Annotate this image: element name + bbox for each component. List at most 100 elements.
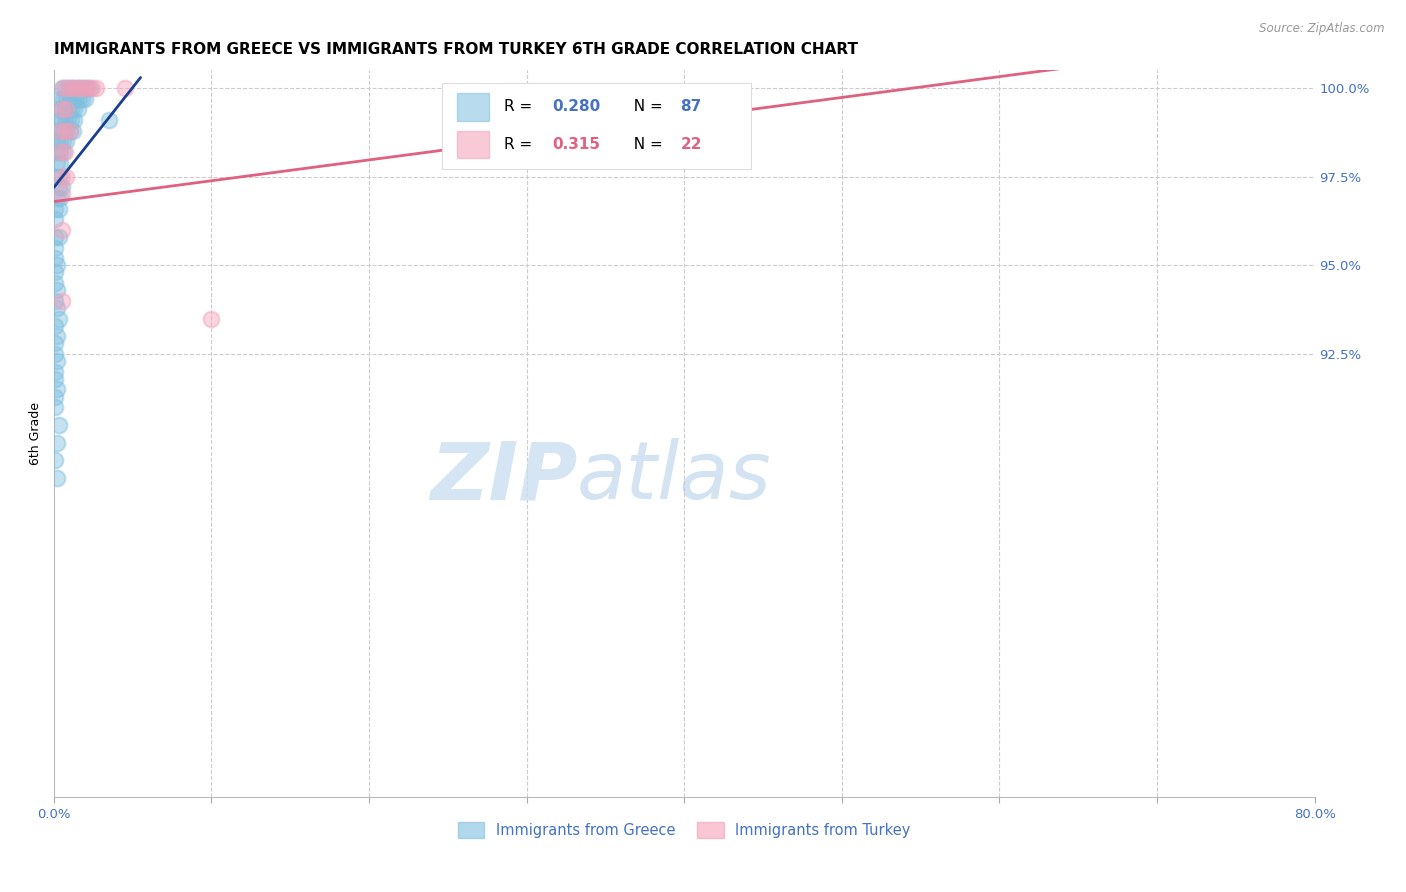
Point — [52, 81, 75, 95]
Point — [49, 145, 72, 159]
Point — [51, 113, 73, 128]
Point — [80, 81, 103, 95]
Text: N =: N = — [624, 99, 668, 114]
Point — [86, 81, 108, 95]
Point — [44, 252, 66, 266]
Bar — [443, 83, 751, 169]
Point — [56, 113, 79, 128]
Point — [52, 92, 75, 106]
Point — [56, 103, 79, 117]
Point — [49, 124, 72, 138]
Point — [44, 318, 66, 333]
Point — [60, 113, 83, 128]
Point — [59, 124, 82, 138]
Point — [48, 113, 70, 128]
Point — [51, 169, 73, 184]
Point — [65, 92, 87, 106]
Point — [62, 81, 84, 95]
Point — [48, 230, 70, 244]
Point — [63, 81, 86, 95]
Point — [63, 103, 86, 117]
Point — [44, 293, 66, 308]
Point — [49, 191, 72, 205]
Point — [46, 435, 69, 450]
Point — [44, 390, 66, 404]
Point — [48, 202, 70, 216]
Text: 0.315: 0.315 — [553, 137, 600, 152]
Point — [49, 124, 72, 138]
Point — [70, 81, 93, 95]
Bar — [457, 130, 489, 158]
Point — [75, 92, 97, 106]
Point — [53, 103, 76, 117]
Point — [60, 81, 83, 95]
Point — [114, 81, 136, 95]
Point — [51, 187, 73, 202]
Point — [56, 81, 79, 95]
Point — [69, 81, 91, 95]
Point — [44, 365, 66, 379]
Point — [44, 230, 66, 244]
Point — [63, 113, 86, 128]
Point — [46, 145, 69, 159]
Point — [66, 81, 89, 95]
Point — [56, 81, 79, 95]
Text: N =: N = — [624, 137, 668, 152]
Point — [62, 124, 84, 138]
Point — [46, 259, 69, 273]
Point — [44, 347, 66, 361]
Text: R =: R = — [503, 99, 537, 114]
Point — [66, 81, 89, 95]
Point — [66, 103, 89, 117]
Text: R =: R = — [503, 137, 537, 152]
Point — [44, 265, 66, 279]
Point — [46, 155, 69, 169]
Point — [46, 191, 69, 205]
Text: 0.280: 0.280 — [553, 99, 600, 114]
Text: 22: 22 — [681, 137, 702, 152]
Point — [48, 311, 70, 326]
Point — [53, 113, 76, 128]
Point — [60, 103, 83, 117]
Point — [44, 400, 66, 414]
Bar — [457, 93, 489, 120]
Point — [49, 92, 72, 106]
Point — [48, 180, 70, 194]
Point — [46, 354, 69, 368]
Point — [44, 453, 66, 467]
Point — [44, 372, 66, 386]
Y-axis label: 6th Grade: 6th Grade — [30, 402, 42, 466]
Point — [44, 276, 66, 290]
Point — [49, 145, 72, 159]
Point — [70, 92, 93, 106]
Point — [52, 124, 75, 138]
Point — [55, 92, 77, 106]
Point — [52, 145, 75, 159]
Point — [44, 202, 66, 216]
Point — [73, 81, 96, 95]
Point — [49, 134, 72, 148]
Point — [44, 212, 66, 227]
Point — [53, 145, 76, 159]
Point — [51, 81, 73, 95]
Point — [76, 81, 98, 95]
Point — [53, 81, 76, 95]
Point — [46, 283, 69, 297]
Point — [48, 103, 70, 117]
Point — [48, 417, 70, 432]
Point — [59, 124, 82, 138]
Point — [76, 81, 98, 95]
Point — [55, 169, 77, 184]
Text: Source: ZipAtlas.com: Source: ZipAtlas.com — [1260, 22, 1385, 36]
Point — [46, 134, 69, 148]
Point — [55, 134, 77, 148]
Point — [59, 92, 82, 106]
Point — [51, 223, 73, 237]
Point — [44, 169, 66, 184]
Point — [44, 241, 66, 255]
Point — [55, 124, 77, 138]
Point — [53, 124, 76, 138]
Point — [44, 336, 66, 351]
Point — [48, 169, 70, 184]
Point — [98, 113, 121, 128]
